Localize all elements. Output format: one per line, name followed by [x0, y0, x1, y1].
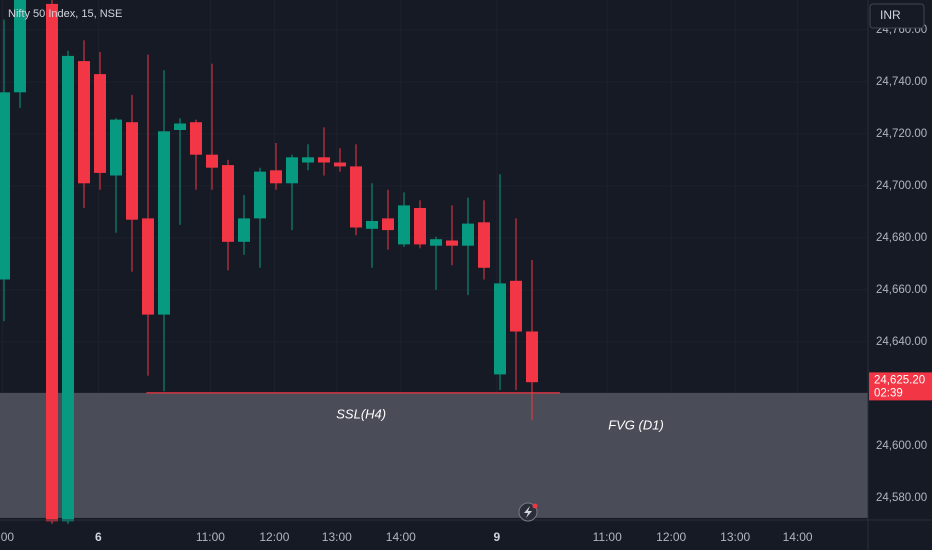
candle-body	[398, 205, 410, 245]
event-icon-bolt	[524, 506, 532, 518]
ssl-label: SSL(H4)	[336, 406, 386, 421]
x-tick-label: 12:00	[656, 530, 686, 544]
x-tick-label: 13:00	[720, 530, 750, 544]
candle-body	[126, 122, 138, 220]
candle-body	[382, 218, 394, 231]
candle-body	[350, 166, 362, 228]
candle-body	[494, 283, 506, 375]
chart-title: Nifty 50 Index, 15, NSE	[8, 8, 122, 20]
candle-body	[462, 223, 474, 246]
last-price-tag	[869, 372, 932, 401]
candle-body	[94, 74, 106, 173]
candle-body	[62, 55, 74, 522]
fvg-label: FVG (D1)	[608, 417, 664, 432]
candle-body	[222, 165, 234, 242]
candle-body	[302, 157, 314, 163]
x-tick-label: 9	[493, 530, 500, 544]
candle-body	[46, 3, 58, 522]
event-icon-dot	[532, 503, 538, 509]
x-tick-label: 6	[95, 530, 102, 544]
x-tick-label: 11:00	[593, 530, 622, 544]
countdown-label: 02:39	[874, 387, 903, 399]
candle-body	[478, 222, 490, 268]
currency-label[interactable]: INR	[880, 8, 901, 22]
candle-body	[14, 0, 26, 93]
plot: SSL(H4) FVG (D1)	[0, 0, 868, 524]
candle-body	[414, 208, 426, 245]
x-tick-label: 11:00	[196, 530, 225, 544]
candle-body	[158, 131, 170, 315]
candle-body	[430, 239, 442, 246]
x-tick-label: 12:00	[259, 530, 289, 544]
y-tick-label: 24,580.00	[876, 492, 927, 504]
y-tick-label: 24,740.00	[876, 76, 927, 88]
candle-body	[334, 162, 346, 167]
last-price-label: 24,625.20	[874, 374, 925, 386]
currency-button[interactable]	[869, 3, 925, 29]
candle-body	[110, 119, 122, 176]
candle-body	[142, 218, 154, 315]
y-tick-label: 24,720.00	[876, 128, 927, 140]
y-tick-label: 24,640.00	[876, 336, 927, 348]
y-tick-label: 24,660.00	[876, 284, 927, 296]
candle-body	[510, 280, 522, 332]
y-tick-label: 24,600.00	[876, 440, 927, 452]
candle-body	[254, 171, 266, 219]
x-tick-label: 14:00	[386, 530, 416, 544]
candle-body	[0, 92, 10, 280]
candle-body	[526, 331, 538, 383]
candle-body	[238, 218, 250, 242]
axes: 24,580.0024,600.0024,620.0024,640.0024,6…	[0, 24, 932, 544]
y-tick-label: 24,700.00	[876, 180, 927, 192]
candle-body	[174, 123, 186, 130]
candle-body	[270, 170, 282, 184]
candle-body	[446, 240, 458, 246]
candle-body	[78, 61, 90, 184]
candle-body	[190, 122, 202, 155]
fvg-zone	[0, 392, 868, 518]
candle-body	[366, 221, 378, 229]
y-tick-label: 24,680.00	[876, 232, 927, 244]
x-tick-label: 13:00	[322, 530, 352, 544]
x-tick-label: 3:00	[0, 530, 14, 544]
candle-body	[206, 154, 218, 168]
x-tick-label: 14:00	[783, 530, 813, 544]
candle-body	[318, 157, 330, 163]
candle-body	[286, 157, 298, 184]
